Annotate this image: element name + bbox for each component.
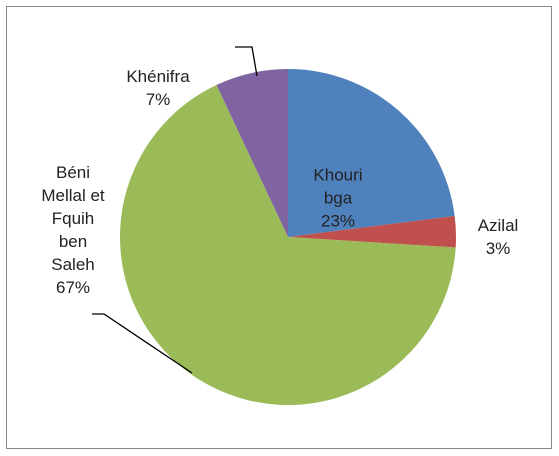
slice-label: Béni Mellal et Fquih ben Saleh 67% [37,161,109,299]
value-label: 3% [485,239,511,258]
value-label: 7% [145,90,171,109]
pie-slice [120,84,456,406]
category-name: Khouribga [313,165,363,208]
value-label: 23% [320,211,356,231]
pie-slice [288,69,455,237]
slice-label: Khouribga 23% [309,164,367,233]
category-name: Azilal [477,216,519,235]
category-name: Khénifra [126,67,190,86]
leader-line [235,46,258,77]
category-name: Béni Mellal et Fquih ben Saleh [41,163,105,274]
leader-line [92,313,193,374]
slice-label: Azilal 3% [458,214,538,260]
value-label: 67% [55,278,91,297]
slice-label: Khénifra 7% [108,65,208,111]
pie-slice [288,215,456,248]
pie-slice [216,69,288,237]
